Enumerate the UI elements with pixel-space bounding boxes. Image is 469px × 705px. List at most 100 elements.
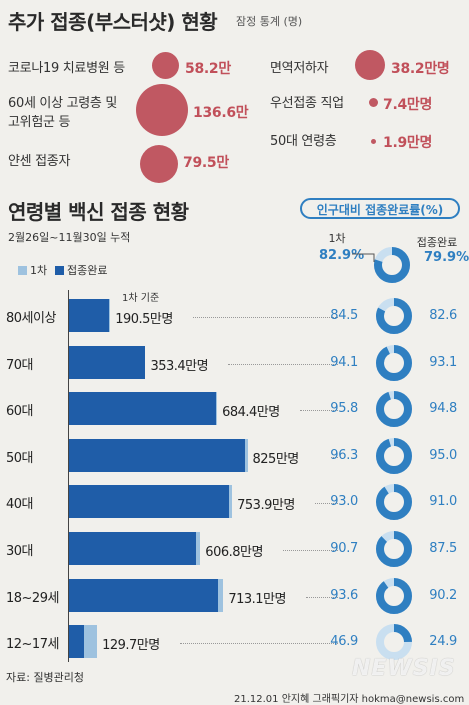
pct-first: 96.3 [330,447,358,463]
booster-label: 우선접종 직업 [270,96,344,111]
age-label: 30대 [6,544,34,559]
leader-dots [330,456,338,458]
bar-complete [69,485,229,519]
booster-bubble [140,145,178,183]
booster-value: 136.6만 [193,105,249,121]
age-label: 50대 [6,450,34,466]
age-label: 60대 [6,404,34,420]
first-dose-basis-note: 1차 기준 [122,293,160,304]
booster-value: 38.2만명 [391,61,450,77]
total-pointer [352,253,375,262]
bar-value-label: 713.1만명 [228,591,286,607]
bar-complete [69,578,218,612]
booster-label: 50대 연령층 [270,134,337,149]
booster-value: 7.4만명 [383,97,433,113]
age-label: 40대 [6,497,34,513]
donut-arc [376,624,412,661]
legend-swatch-complete [55,266,64,275]
age-chart-title: 연령별 백신 접종 현황 [8,200,189,224]
legend-complete-label: 접종완료 [67,264,108,277]
bar-value-label: 825만명 [252,451,300,467]
booster-bubble [355,50,385,80]
booster-value: 1.9만명 [383,135,433,151]
booster-label: 코로나19 치료병원 등 [8,61,125,76]
pct-complete: 91.0 [429,494,457,510]
booster-label: 면역저하자 [270,61,329,76]
leader-dots [283,550,338,551]
booster-note: 잠정 통계 (명) [236,15,303,28]
donut-arc [376,344,412,381]
pct-first: 90.7 [330,541,358,556]
pct-first: 95.8 [330,401,358,417]
y-axis [68,290,69,662]
bar-value-label: 684.4만명 [222,405,280,421]
leader-dots [300,410,338,412]
booster-value: 79.5만 [183,155,229,171]
booster-bubble [369,98,378,107]
booster-label-line2: 고위험군 등 [8,115,71,130]
header-complete: 접종완료 [416,236,458,249]
bar-complete [69,438,246,472]
pct-complete: 24.9 [429,634,457,650]
donut-arc [376,577,412,614]
pct-first: 94.1 [330,354,358,370]
donut-complete [376,624,412,661]
bar-complete [69,299,110,332]
donut-arc [376,298,412,334]
total-donut [374,247,410,283]
legend-complete: 접종완료 [55,262,107,278]
bar-value-label: 190.5만명 [115,312,173,327]
leader-dots [306,596,338,598]
pct-first: 93.0 [330,494,358,510]
source: 자료: 질병관리청 [6,671,85,684]
newsis-logo: NEWSIS [352,656,456,681]
booster-value: 58.2만 [185,61,231,77]
pct-complete: 93.1 [429,354,457,370]
donut-arc [376,484,412,521]
total-first-pct: 82.9% [319,248,365,263]
leader-dots [180,643,338,645]
pct-complete: 90.2 [429,587,457,603]
credit: 21.12.01 안지혜 그래픽기자 hokma@newsis.com [234,694,465,705]
pct-first: 93.6 [330,587,358,603]
donut-complete [376,391,412,428]
donut-complete [376,531,412,567]
bar-complete [69,532,196,565]
legend-first: 1차 [18,262,47,278]
donut-complete [376,484,412,521]
leader-dots [193,317,338,318]
age-label: 12~17세 [6,637,59,653]
pct-complete: 95.0 [429,447,457,463]
leader-dots [228,363,338,365]
donut-complete [376,344,412,381]
legend-swatch-first [18,266,27,275]
donut-arc [376,437,412,474]
age-label: 18~29세 [6,590,59,606]
pct-complete: 94.8 [429,401,457,417]
pct-header-pill: 인구대비 접종완료률(%) [300,198,460,219]
age-label: 80세이상 [6,311,56,326]
bar-complete [69,345,145,379]
donut-complete [376,437,412,474]
leader-dots [315,503,338,505]
donut-complete [376,577,412,614]
legend-first-label: 1차 [30,264,48,277]
period-label: 2월26일~11월30일 누적 [8,231,131,244]
donut-arc [376,391,412,428]
donut-arc [376,531,412,567]
header-first: 1차 [328,232,346,245]
pct-first: 46.9 [330,634,358,650]
pct-complete: 87.5 [429,541,457,556]
booster-label: 60세 이상 고령층 및 [8,96,118,111]
pct-first: 84.5 [330,308,358,323]
booster-bubble [152,52,179,79]
bar-complete [69,392,216,426]
total-complete-pct: 79.9% [424,250,469,265]
age-label: 70대 [6,357,34,373]
bar-value-label: 129.7만명 [102,638,160,654]
bar-value-label: 606.8만명 [205,545,263,560]
booster-bubble [371,139,376,144]
bar-complete [69,625,84,659]
booster-bubble [136,84,188,136]
bar-value-label: 753.9만명 [237,498,295,514]
